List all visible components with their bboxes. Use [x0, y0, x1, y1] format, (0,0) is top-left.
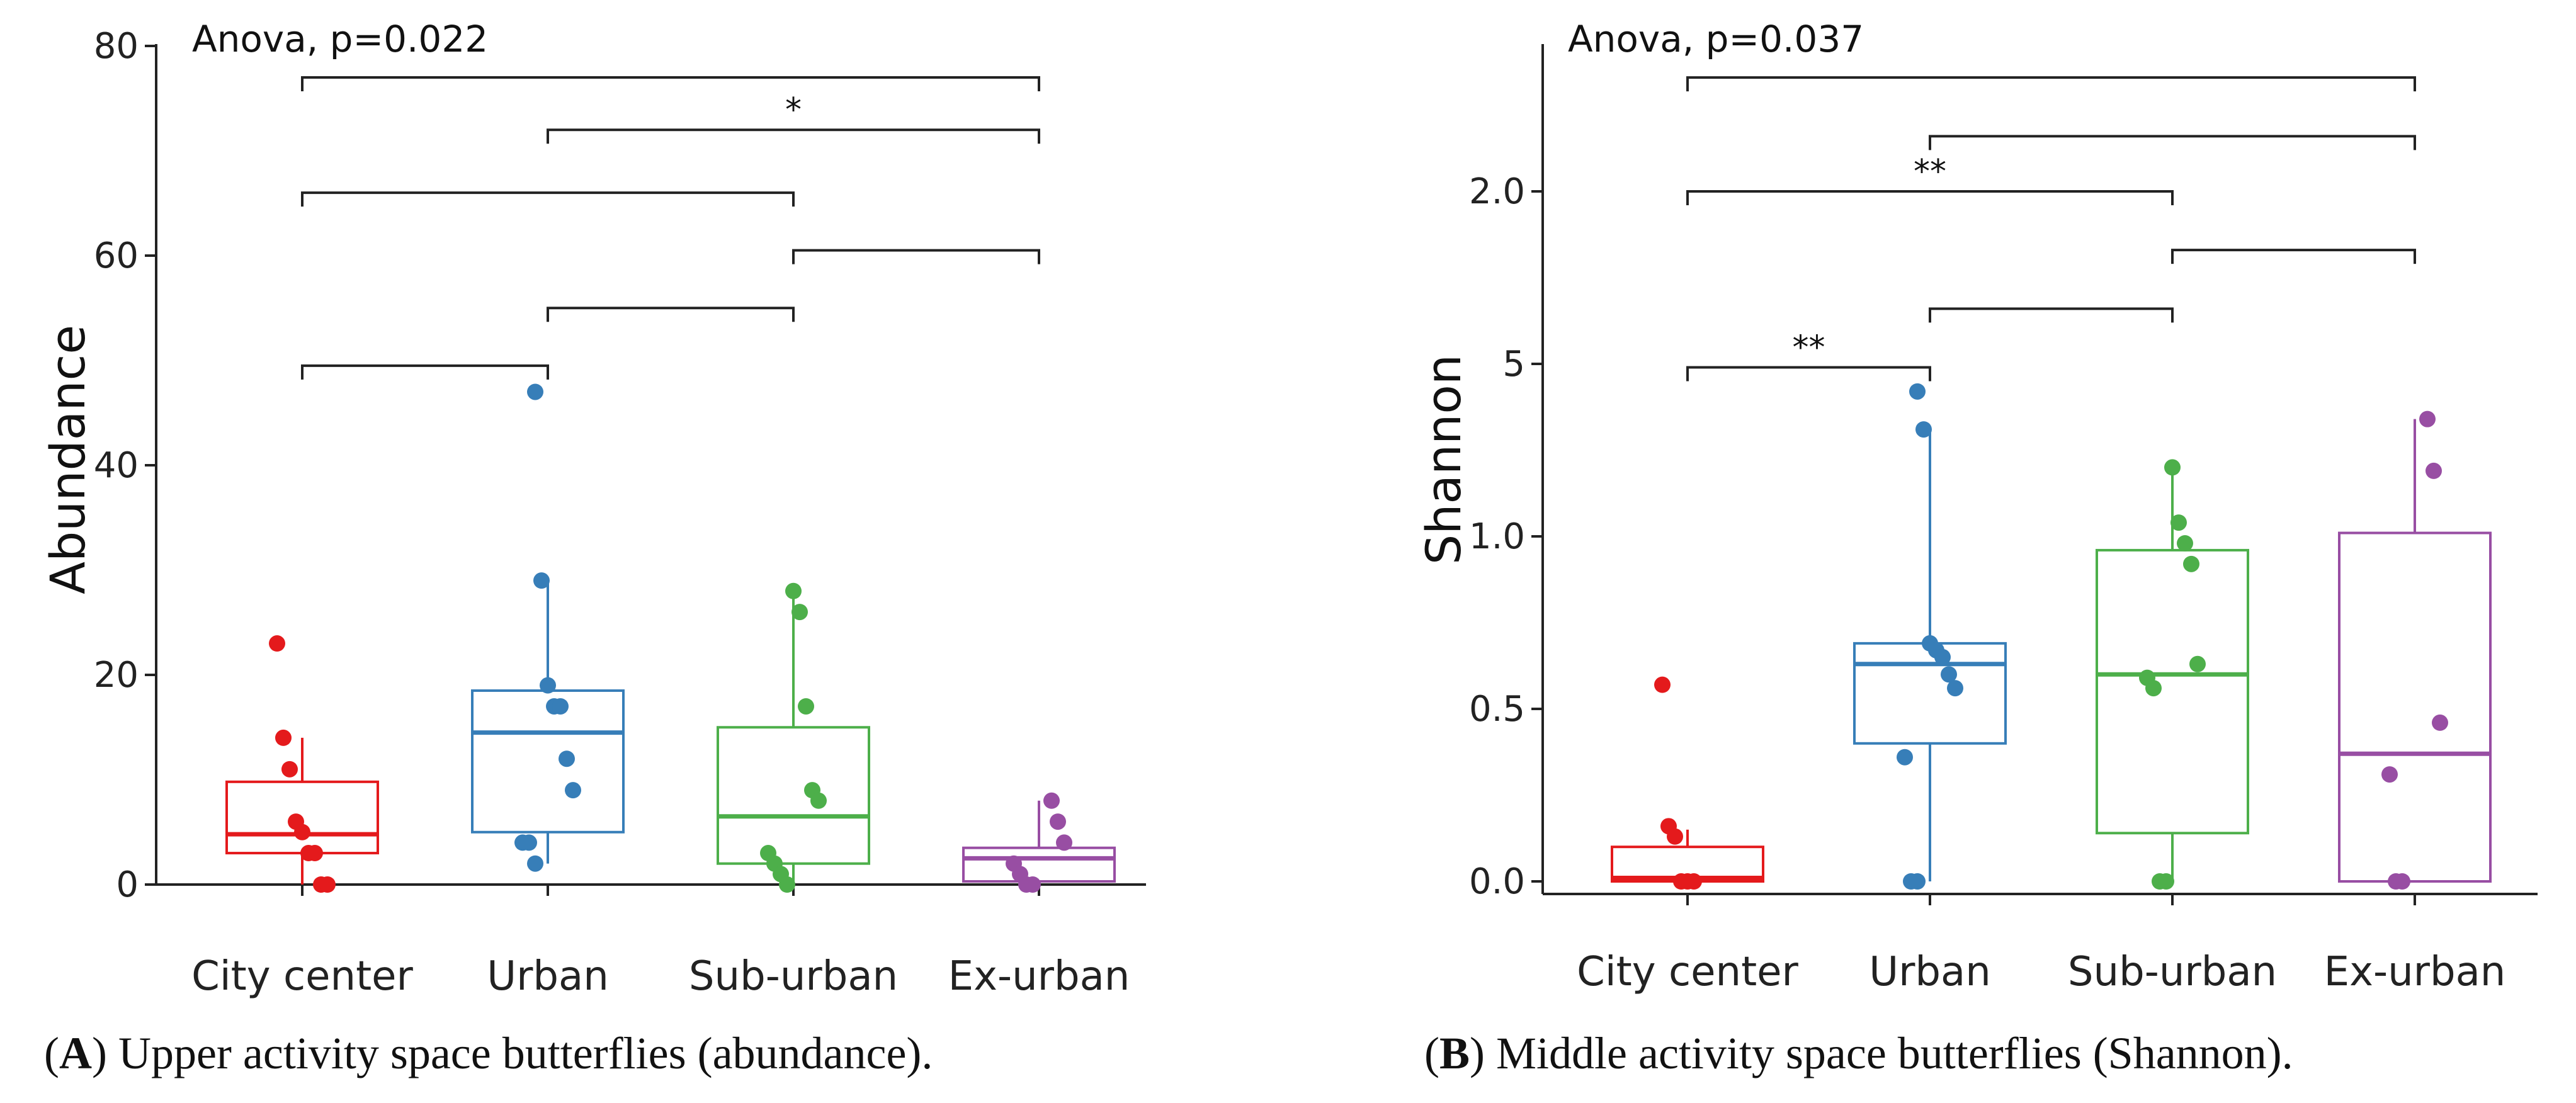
data-point — [1909, 383, 1926, 400]
x-tick-label: City center — [1577, 949, 1798, 995]
panel-a: 0 20 40 60 80 Abundance City center Urban Sub-ur… — [40, 18, 1146, 1000]
data-point — [559, 750, 575, 767]
x-tick-label: City center — [191, 953, 413, 1000]
data-point — [1915, 421, 1932, 438]
data-point — [792, 604, 808, 621]
data-point — [269, 635, 285, 652]
data-point — [2164, 459, 2181, 476]
data-point — [565, 782, 581, 799]
significance-label: ** — [1914, 153, 1946, 191]
data-point — [2170, 514, 2187, 531]
comparison-bracket — [301, 364, 549, 380]
data-point — [275, 729, 292, 746]
data-point — [785, 582, 802, 599]
y-tick-label: 1.0 — [1469, 516, 1525, 557]
data-point — [527, 383, 543, 400]
box — [717, 726, 870, 865]
y-tick-label: 0.0 — [1469, 861, 1525, 902]
y-tick-label: 60 — [94, 235, 139, 276]
plots-svg: 0 20 40 60 80 Abundance City center Urban Sub-ur… — [40, 18, 2538, 1000]
y-axis-label: Abundance — [40, 325, 96, 594]
x-tick-label: Urban — [1869, 949, 1991, 995]
data-point — [540, 677, 556, 694]
box — [471, 689, 625, 834]
y-tick-label: 2.0 — [1469, 171, 1525, 212]
comparison-bracket — [547, 128, 1040, 144]
y-axis-label: Shannon — [1416, 354, 1472, 565]
data-point — [1941, 666, 1957, 683]
box — [2096, 548, 2249, 835]
panel-b: 0.0 0.5 1.0 5 2.0 Shannon City center Urban Sub-… — [1416, 18, 2538, 995]
y-tick-label: 0.5 — [1469, 689, 1525, 730]
data-point — [2145, 680, 2162, 697]
data-point — [2432, 714, 2448, 731]
data-point — [1947, 680, 1963, 697]
data-point — [1909, 873, 1926, 890]
caption-b-text: Middle activity space butterflies (Shann… — [1496, 1028, 2293, 1078]
comparison-bracket — [1686, 76, 2416, 92]
caption-b-letter: B — [1439, 1028, 1470, 1078]
data-point — [1654, 676, 1671, 693]
y-tick-label: 20 — [94, 655, 139, 696]
comparison-bracket — [301, 191, 795, 207]
comparison-bracket — [2171, 249, 2416, 264]
data-point — [281, 761, 298, 778]
caption-b: (B) Middle activity space butterflies (S… — [1424, 1028, 2293, 1078]
data-point — [521, 834, 537, 851]
data-point — [1934, 648, 1951, 665]
data-point — [2177, 535, 2193, 552]
data-point — [2394, 873, 2410, 890]
data-point — [533, 572, 550, 589]
y-tick-label: 5 — [1502, 344, 1525, 385]
caption-a-letter: A — [59, 1028, 92, 1078]
data-point — [2189, 655, 2206, 672]
comparison-bracket — [1686, 366, 1931, 382]
data-point — [1056, 834, 1072, 851]
caption-a-text: Upper activity space butterflies (abunda… — [118, 1028, 933, 1078]
comparison-bracket — [1686, 190, 2174, 205]
data-point — [810, 792, 827, 809]
data-point — [2419, 410, 2436, 427]
comparison-bracket — [547, 307, 795, 322]
data-point — [2381, 766, 2398, 783]
data-point — [552, 698, 569, 715]
comparison-bracket — [1929, 307, 2174, 323]
y-tick-label: 40 — [94, 445, 139, 486]
comparison-bracket — [792, 249, 1040, 264]
data-point — [1043, 792, 1060, 809]
comparison-bracket — [1929, 135, 2416, 150]
box — [2338, 531, 2492, 883]
data-point — [2183, 555, 2199, 572]
x-tick-label: Urban — [487, 953, 609, 1000]
data-point — [798, 698, 814, 715]
anova-annotation: Anova, p=0.022 — [192, 18, 488, 60]
box — [962, 846, 1116, 883]
data-point — [1024, 876, 1041, 893]
data-point — [1897, 749, 1913, 766]
x-tick-label: Sub-urban — [689, 953, 898, 1000]
y-tick-label: 80 — [94, 26, 139, 67]
anova-annotation: Anova, p=0.037 — [1568, 18, 1864, 60]
data-point — [1686, 873, 1702, 890]
significance-label: ** — [1793, 329, 1825, 366]
x-tick-label: Ex-urban — [2324, 949, 2506, 995]
data-point — [2158, 873, 2174, 890]
x-tick-label: Sub-urban — [2068, 949, 2277, 995]
data-point — [2426, 462, 2442, 479]
caption-a: (A) Upper activity space butterflies (ab… — [44, 1028, 933, 1078]
box — [1853, 642, 2007, 745]
data-point — [307, 845, 323, 862]
data-point — [779, 876, 795, 893]
data-point — [319, 876, 336, 893]
data-point — [1050, 813, 1066, 830]
comparison-bracket — [301, 76, 1040, 91]
x-tick-label: Ex-urban — [948, 953, 1130, 1000]
significance-label: * — [785, 91, 802, 129]
y-tick-label: 0 — [116, 864, 139, 905]
data-point — [294, 823, 310, 840]
data-point — [527, 855, 543, 872]
data-point — [1667, 828, 1683, 845]
